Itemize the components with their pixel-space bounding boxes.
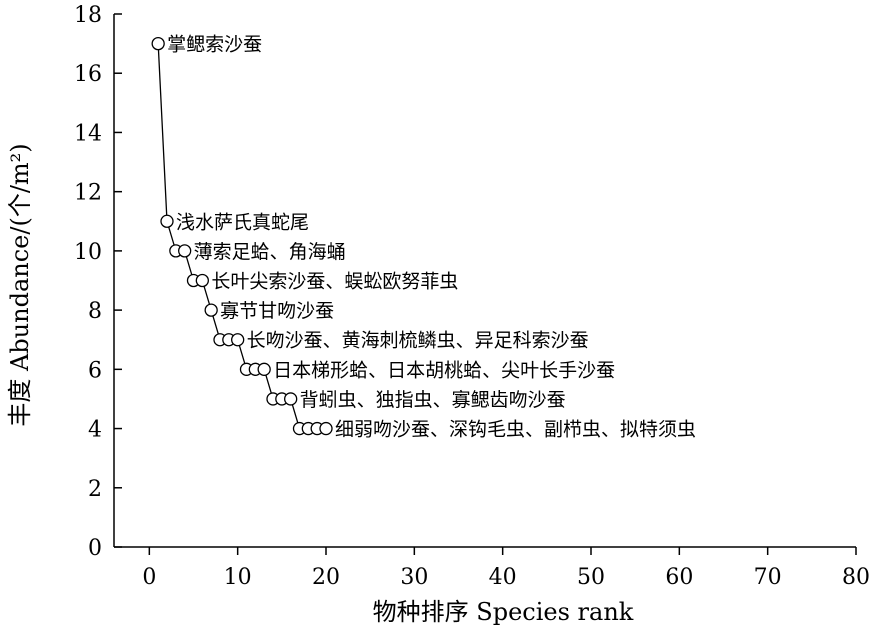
x-tick-label: 80	[842, 565, 869, 590]
species-annotation: 浅水萨氏真蛇尾	[176, 211, 309, 233]
y-axis-title: 丰度 Abundance/(个/m²)	[6, 143, 34, 426]
y-tick-label: 8	[88, 299, 102, 324]
species-annotation: 细弱吻沙蚕、深钩毛虫、副栉虫、拟特须虫	[335, 419, 696, 441]
y-tick-label: 2	[88, 477, 102, 502]
species-annotation: 长叶尖索沙蚕、蜈蚣欧努菲虫	[211, 271, 458, 293]
x-tick-label: 20	[312, 565, 340, 590]
y-tick-label: 10	[74, 240, 102, 265]
species-annotation: 长吻沙蚕、黄海刺梳鳞虫、异足科索沙蚕	[247, 330, 589, 352]
y-tick-label: 0	[88, 536, 102, 561]
species-annotation: 背蚓虫、独指虫、寡鳃齿吻沙蚕	[300, 389, 566, 411]
y-tick-label: 14	[74, 121, 102, 146]
x-tick-label: 40	[489, 565, 517, 590]
data-point	[257, 362, 271, 376]
species-annotation: 寡节甘吻沙蚕	[220, 300, 334, 322]
x-tick-label: 30	[400, 565, 428, 590]
data-point	[204, 303, 218, 317]
data-point	[319, 421, 333, 436]
data-point	[195, 273, 209, 288]
x-tick-label: 10	[224, 565, 252, 590]
x-tick-label: 0	[142, 565, 156, 590]
y-tick-label: 12	[74, 181, 102, 206]
species-annotation: 掌鳃索沙蚕	[167, 34, 262, 56]
y-tick-label: 4	[88, 418, 102, 443]
data-point	[151, 36, 165, 51]
x-tick-label: 70	[754, 565, 782, 590]
x-ticks: 0 10 20 30 40 50 60 70 80	[142, 547, 869, 590]
x-tick-label: 50	[577, 565, 605, 590]
species-annotation: 日本梯形蛤、日本胡桃蛤、尖叶长手沙蚕	[273, 359, 615, 381]
x-tick-label: 60	[665, 565, 693, 590]
annotations: 掌鳃索沙蚕浅水萨氏真蛇尾薄索足蛤、角海蛹长叶尖索沙蚕、蜈蚣欧努菲虫寡节甘吻沙蚕长…	[167, 34, 696, 441]
y-ticks: 0 2 4 6 8 10 12 14 16 18	[74, 3, 122, 561]
data-point	[178, 244, 192, 258]
x-axis-title: 物种排序 Species rank	[373, 598, 634, 626]
data-point	[160, 214, 174, 228]
y-tick-label: 16	[74, 62, 102, 87]
y-tick-label: 6	[88, 358, 102, 383]
species-annotation: 薄索足蛤、角海蛹	[194, 241, 346, 263]
data-point	[231, 333, 245, 347]
series-1	[151, 36, 333, 436]
y-tick-label: 18	[74, 3, 102, 28]
data-point	[284, 392, 298, 406]
